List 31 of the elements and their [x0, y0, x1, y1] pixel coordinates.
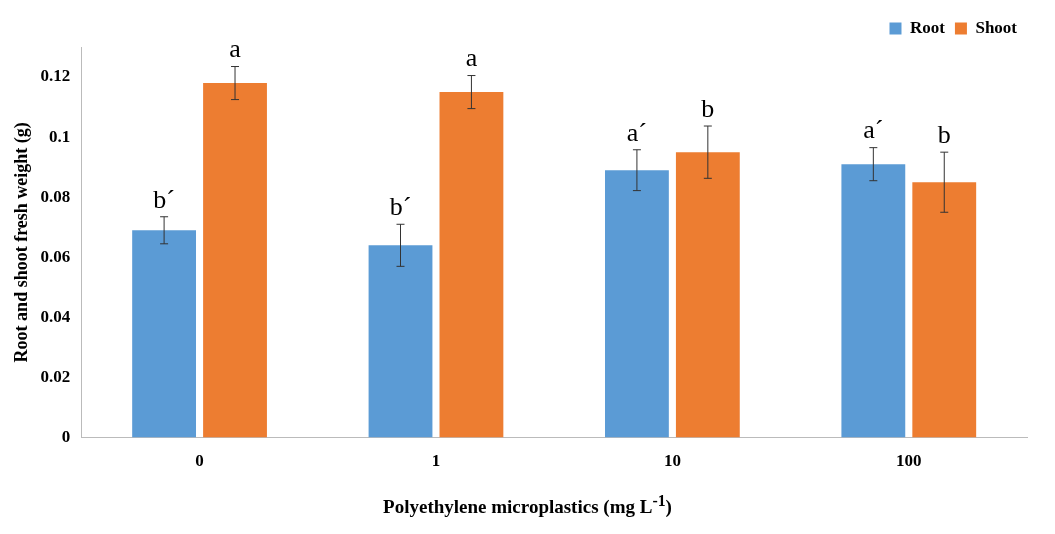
bar [912, 182, 977, 438]
annotation: b [937, 119, 951, 149]
annotation: a´ [626, 117, 648, 147]
y-tick-label: 0.02 [40, 366, 71, 386]
legend-label: Root [909, 17, 946, 37]
y-tick-label: 0.1 [49, 126, 71, 146]
bar [132, 230, 197, 438]
x-tick-label: 100 [896, 451, 922, 471]
bar [605, 170, 669, 438]
y-tick-label: 0.08 [40, 186, 71, 206]
annotation: b´ [153, 184, 175, 214]
bar [439, 92, 504, 438]
x-axis-title: Polyethylene microplastics (mg L$^{-1}$) [382, 492, 673, 519]
legend-label: Shoot [975, 17, 1018, 37]
annotation: b [701, 93, 715, 123]
y-tick-label: 0.04 [40, 306, 71, 326]
bar [203, 83, 267, 438]
bar [841, 164, 906, 438]
y-axis-title: Root and shoot fresh weight (g) [11, 122, 33, 363]
annotation: b´ [389, 192, 412, 222]
bar [675, 152, 740, 438]
y-tick-label: 0 [61, 426, 71, 446]
bar [368, 245, 433, 438]
y-tick-label: 0.06 [40, 246, 71, 266]
x-tick-label: 0 [195, 451, 204, 471]
x-tick-label: 10 [663, 451, 681, 471]
y-tick-label: 0.12 [40, 66, 71, 86]
x-tick-label: 1 [431, 451, 441, 471]
annotation: a [465, 43, 478, 73]
annotation: a [229, 34, 242, 64]
annotation: a´ [863, 115, 884, 145]
